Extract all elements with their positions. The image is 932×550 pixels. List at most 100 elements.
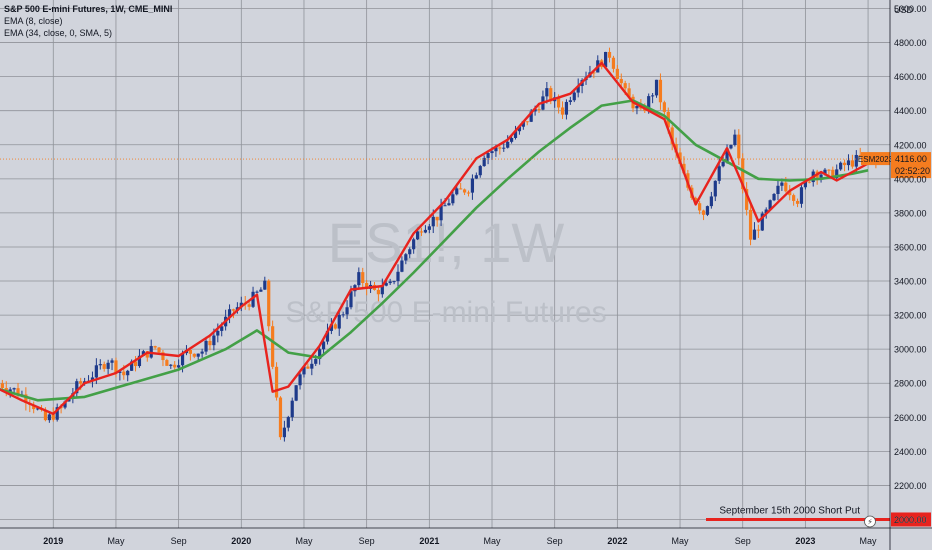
candle-down: [737, 134, 741, 159]
candle-up: [576, 85, 580, 93]
candle-up: [118, 371, 122, 373]
ema-fast-line: [0, 61, 869, 416]
short-put-price-tag: [891, 512, 931, 527]
y-tick-label: 4200.00: [894, 140, 927, 150]
candle-up: [470, 178, 475, 193]
candle-up: [329, 324, 333, 331]
candle-up: [200, 351, 204, 354]
symbol-tag: [861, 152, 890, 166]
candle-up: [204, 340, 208, 352]
candle-up: [180, 353, 185, 366]
candle-up: [251, 291, 255, 307]
candle-up: [290, 400, 294, 418]
candle-down: [173, 364, 177, 368]
candle-up: [94, 365, 98, 378]
candle-down: [278, 397, 283, 438]
candle-up: [341, 314, 345, 316]
candle-down: [32, 404, 36, 410]
candle-up: [130, 361, 134, 371]
candle-up: [55, 407, 59, 420]
candle-down: [51, 414, 55, 420]
candle-up: [239, 302, 243, 308]
x-tick-label: 2021: [419, 536, 439, 546]
candle-up: [318, 349, 322, 360]
y-tick-label: 4400.00: [894, 106, 927, 116]
candle-up: [474, 175, 478, 179]
candle-up: [98, 364, 102, 366]
candle-up: [823, 169, 827, 175]
y-tick-label: 2000.00: [894, 515, 927, 525]
ema-slow-line: [0, 99, 869, 402]
x-tick-label: May: [295, 536, 313, 546]
candle-up: [768, 200, 772, 210]
candle-down: [188, 349, 192, 354]
candle-down: [831, 169, 835, 179]
candle-up: [141, 351, 145, 356]
candle-up: [212, 335, 216, 346]
candle-up: [47, 414, 51, 421]
candle-down: [208, 340, 212, 346]
candle-up: [709, 196, 713, 207]
candle-up: [443, 205, 447, 207]
legend-ema-fast[interactable]: EMA (8, close): [4, 16, 63, 26]
watermark-ticker: ES1!, 1W: [328, 211, 565, 274]
candle-down: [623, 83, 627, 89]
candle-up: [846, 160, 851, 166]
candle-up: [349, 291, 353, 308]
candle-up: [572, 92, 576, 101]
candle-up: [149, 346, 153, 358]
candle-down: [615, 68, 619, 79]
y-tick-label: 3600.00: [894, 242, 927, 252]
y-tick-label: 2200.00: [894, 481, 927, 491]
candle-up: [400, 260, 404, 272]
last-price-value: 4116.00: [895, 154, 927, 164]
x-tick-label: 2019: [43, 536, 63, 546]
candle-down: [16, 388, 20, 396]
candle-up: [854, 154, 858, 167]
candle-up: [75, 381, 79, 394]
candle-up: [36, 408, 40, 410]
candle-down: [114, 360, 118, 373]
currency-label: USD: [894, 5, 914, 15]
candle-up: [298, 374, 302, 386]
candle-down: [756, 229, 760, 231]
alert-icon[interactable]: [864, 515, 876, 528]
candle-up: [819, 174, 823, 178]
candle-up: [502, 147, 506, 149]
candle-up: [415, 231, 420, 240]
candle-down: [435, 216, 439, 221]
candle-down: [133, 361, 138, 367]
candle-down: [361, 272, 365, 283]
legend-symbol[interactable]: S&P 500 E-mini Futures, 1W, CME_MINI: [4, 4, 173, 14]
candle-down: [748, 209, 753, 240]
candle-up: [282, 427, 286, 438]
candle-down: [627, 88, 631, 97]
candle-up: [137, 355, 142, 367]
legend-ema-slow[interactable]: EMA (34, close, 0, SMA, 5): [4, 28, 113, 38]
candle-down: [592, 72, 596, 74]
y-tick-label: 5000.00: [894, 4, 927, 14]
candle-down: [611, 57, 616, 69]
candle-down: [678, 152, 682, 164]
y-tick-label: 4000.00: [894, 174, 927, 184]
last-price-tag: [891, 152, 931, 179]
candle-up: [533, 109, 537, 112]
y-tick-label: 4600.00: [894, 72, 927, 82]
candle-up: [392, 281, 396, 283]
candle-up: [216, 330, 220, 336]
candle-up: [90, 377, 95, 381]
symbol-tag-label: ESM2023: [858, 155, 894, 164]
candle-up: [220, 326, 224, 331]
reference-lines: September 15th 2000 Short Put ⚡ 2000.00 ESM…: [0, 152, 931, 528]
candle-down: [619, 78, 623, 84]
y-tick-label: 3000.00: [894, 345, 927, 355]
candle-down: [788, 191, 792, 196]
candle-up: [447, 203, 451, 206]
candle-up: [294, 385, 298, 401]
grid: [0, 0, 890, 528]
y-tick-label: 3800.00: [894, 208, 927, 218]
